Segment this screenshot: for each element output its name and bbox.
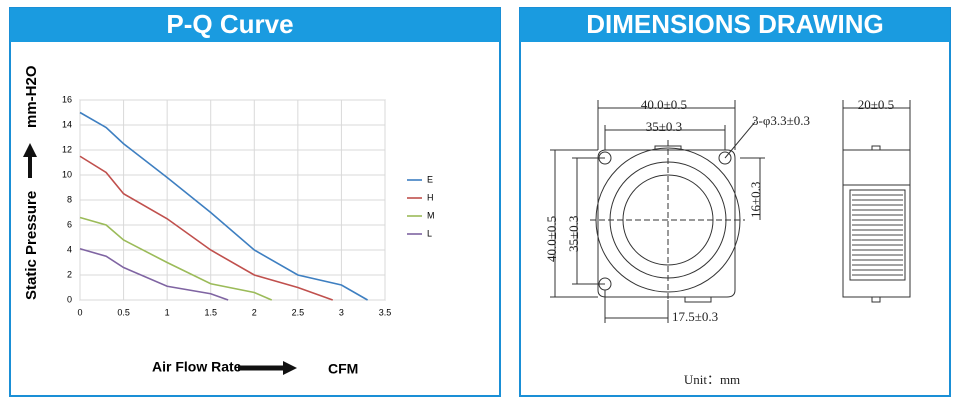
y-tick-label: 14	[62, 119, 72, 129]
y-tick-label: 8	[67, 194, 72, 204]
y-axis-unit: mm-H2O	[23, 65, 40, 128]
side-fins	[852, 194, 903, 276]
x-tick-label: 3.5	[379, 307, 392, 317]
x-tick-label: 3	[339, 307, 344, 317]
dimension-lines	[550, 100, 911, 323]
x-arrow-head	[283, 361, 297, 375]
dim-label: 20±0.5	[858, 97, 894, 112]
y-tick-label: 10	[62, 169, 72, 179]
series-line	[79, 247, 229, 301]
y-tick-label: 0	[67, 294, 72, 304]
y-tick-label: 12	[62, 144, 72, 154]
x-axis-title: Air Flow Rate	[152, 359, 242, 375]
series-line	[79, 216, 273, 301]
left-header	[10, 8, 500, 42]
dim-label: 40.0±0.5	[544, 216, 559, 262]
fan-front-view	[590, 140, 745, 305]
y-axis-title: Static Pressure	[23, 191, 40, 300]
legend-label: L	[427, 228, 432, 238]
series-line	[79, 155, 333, 301]
dim-label: 40.0±0.5	[641, 97, 687, 112]
y-arrow-head	[23, 143, 37, 157]
y-tick-label: 16	[62, 94, 72, 104]
left-title: P-Q Curve	[166, 9, 293, 39]
dim-label: 3-φ3.3±0.3	[752, 113, 810, 128]
right-header	[520, 8, 950, 42]
dim-label: 16±0.3	[748, 182, 763, 218]
right-title: DIMENSIONS DRAWING	[586, 9, 884, 39]
fan-side-view	[842, 145, 911, 303]
y-tick-label: 6	[67, 219, 72, 229]
legend-label: H	[427, 192, 434, 202]
x-tick-label: 0.5	[117, 307, 130, 317]
x-tick-label: 2	[252, 307, 257, 317]
x-tick-label: 0	[77, 307, 82, 317]
y-tick-label: 2	[67, 269, 72, 279]
x-tick-label: 1.5	[204, 307, 217, 317]
x-tick-label: 1	[165, 307, 170, 317]
dim-label: 35±0.3	[566, 216, 581, 252]
unit-label: Unit：mm	[684, 372, 740, 387]
legend-label: E	[427, 174, 433, 184]
x-tick-label: 2.5	[292, 307, 305, 317]
left-panel	[9, 7, 501, 397]
x-axis-unit: CFM	[328, 361, 358, 377]
series-line	[79, 111, 368, 301]
dim-label: 17.5±0.3	[672, 309, 718, 324]
y-tick-label: 4	[67, 244, 72, 254]
dim-label: 35±0.3	[646, 119, 682, 134]
legend-label: M	[427, 210, 435, 220]
